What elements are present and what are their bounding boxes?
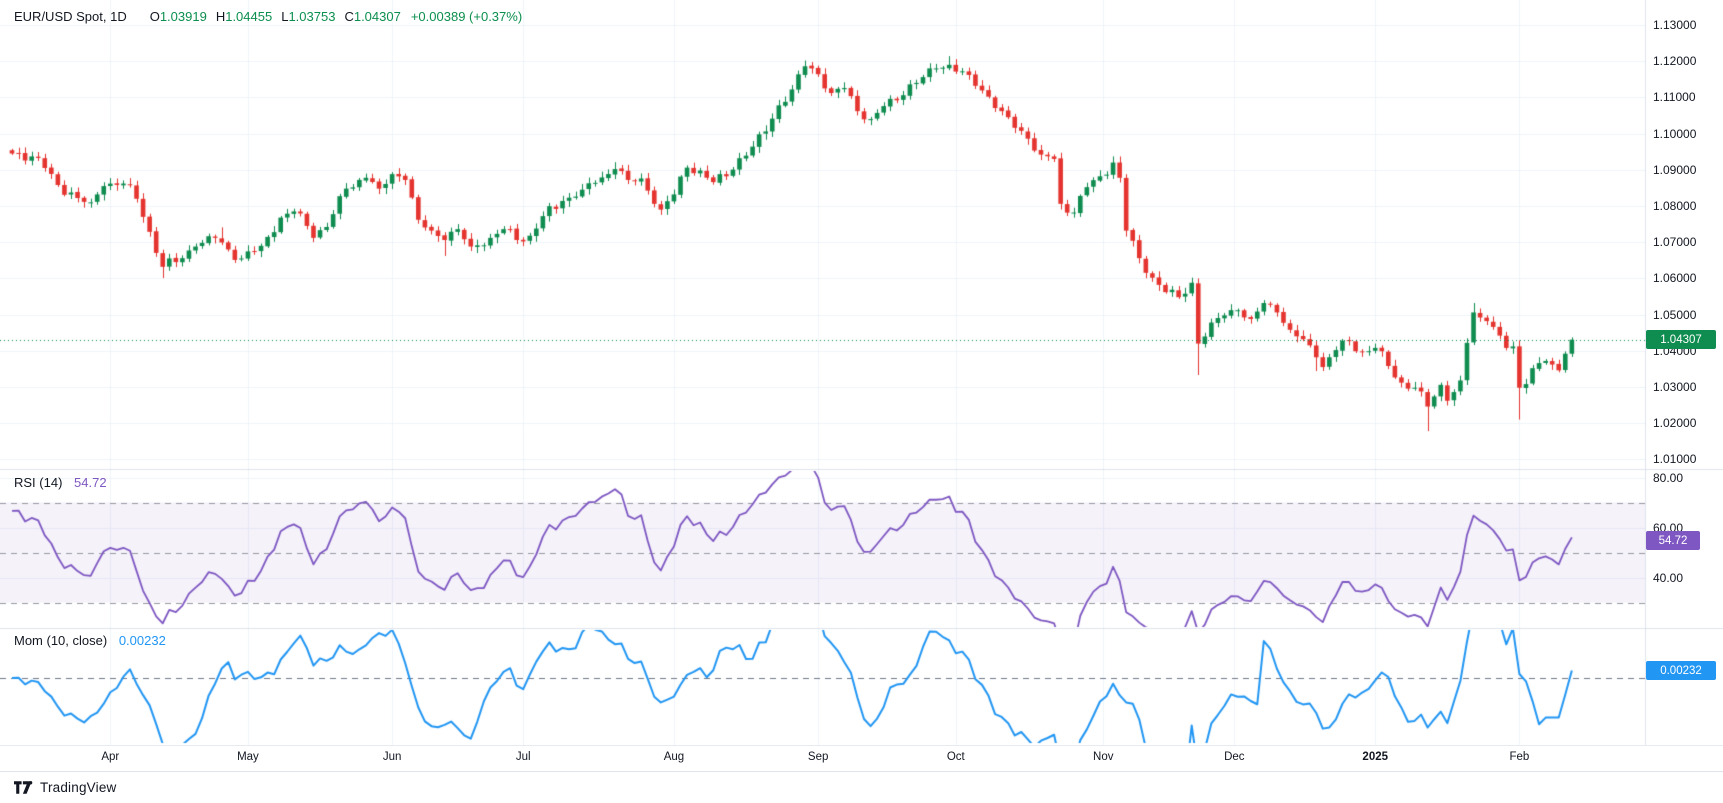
price-axis-label: 1.07000 [1653, 235, 1697, 249]
price-axis-label: 1.08000 [1653, 199, 1697, 213]
footer-bar: TradingView [0, 771, 1723, 803]
rsi-axis-label: 40.00 [1653, 571, 1684, 585]
price-axis-label: 1.05000 [1653, 308, 1697, 322]
rsi-axis-label: 80.00 [1653, 471, 1684, 485]
time-axis-label: Sep [807, 751, 829, 763]
price-axis-label: 1.11000 [1653, 90, 1696, 104]
ohlc-key: L [281, 9, 289, 24]
price-axis-label: 1.12000 [1653, 54, 1697, 68]
time-axis-label: Aug [663, 751, 685, 763]
chart-canvas[interactable] [0, 0, 1723, 745]
ohlc-key: O [149, 9, 160, 24]
time-axis-label: 2025 [1362, 751, 1389, 763]
rsi-legend-value: 54.72 [74, 475, 107, 490]
time-axis-label: Jul [515, 751, 531, 763]
tradingview-logo-icon[interactable] [14, 780, 33, 795]
mom-legend: Mom (10, close) 0.00232 [14, 633, 166, 648]
rsi-legend: RSI (14) 54.72 [14, 475, 107, 490]
brand-name[interactable]: TradingView [40, 780, 117, 795]
ohlc-key: C [344, 9, 354, 24]
price-legend: EUR/USD Spot, 1D O1.03919 H1.04455 L1.03753… [14, 9, 522, 24]
time-axis-label: Nov [1093, 751, 1114, 763]
rsi-legend-name[interactable]: RSI (14) [14, 475, 63, 490]
mom-legend-value: 0.00232 [118, 633, 166, 648]
time-axis-label: May [237, 751, 259, 763]
ohlc-values: O1.03919 H1.04455 L1.03753 C1.04307 [141, 9, 401, 24]
time-axis-label: Feb [1509, 751, 1530, 763]
price-change: +0.00389 (+0.37%) [410, 9, 523, 24]
time-axis-label: Apr [101, 751, 120, 763]
ohlc-value: 1.04307 [353, 9, 401, 24]
rsi-value-badge: 54.72 [1646, 531, 1700, 550]
ohlc-value: 1.03919 [159, 9, 207, 24]
price-axis-label: 1.01000 [1653, 452, 1697, 466]
mom-legend-name[interactable]: Mom (10, close) [14, 633, 108, 648]
symbol-title[interactable]: EUR/USD Spot, 1D [14, 9, 127, 24]
price-axis-label: 1.10000 [1653, 127, 1697, 141]
time-axis[interactable]: Apr May Jun Jul Aug Sep Oct Nov Dec 2025 Feb [0, 745, 1723, 772]
time-axis-label: Dec [1224, 751, 1245, 763]
time-axis-label: Oct [946, 751, 965, 763]
price-axis-label: 1.03000 [1653, 380, 1697, 394]
time-axis-label: Jun [382, 751, 402, 763]
ohlc-key: H [215, 9, 226, 24]
last-price-badge: 1.04307 [1646, 330, 1716, 349]
ohlc-value: 1.03753 [288, 9, 336, 24]
mom-value-badge: 0.00232 [1646, 661, 1716, 680]
price-axis-label: 1.09000 [1653, 163, 1697, 177]
price-axis-label: 1.06000 [1653, 271, 1697, 285]
ohlc-value: 1.04455 [225, 9, 273, 24]
price-axis-label: 1.02000 [1653, 416, 1697, 430]
price-axis-label: 1.13000 [1653, 18, 1697, 32]
